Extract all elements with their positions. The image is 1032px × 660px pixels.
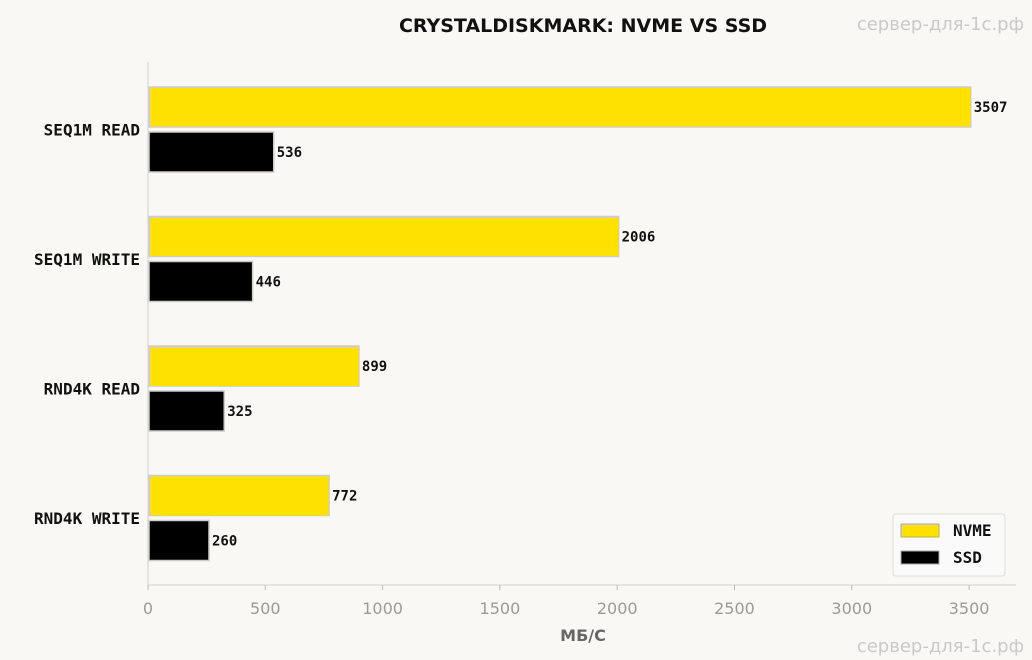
x-tick-label-1000: 1000 [362,599,403,618]
chart-title: CRYSTALDISKMARK: NVME VS SSD [399,15,767,37]
x-tick-label-3500: 3500 [949,599,990,618]
bar-nvme-seq1m-write [148,215,620,258]
value-label-nvme-seq1m-write: 2006 [622,230,656,246]
x-tick-label-0: 0 [143,599,153,618]
bar-nvme-rnd4k-write [148,474,330,517]
legend-label-nvme: NVME [953,521,992,540]
bar-ssd-seq1m-write [148,260,254,303]
x-tick-label-500: 500 [250,599,281,618]
category-label-seq1m-write: SEQ1M WRITE [34,250,140,269]
value-label-nvme-rnd4k-write: 772 [332,489,357,505]
watermark-bottom: сервер-для-1с.рф [857,636,1024,657]
x-tick-label-2000: 2000 [597,599,638,618]
x-axis-label: МБ/С [560,626,606,645]
category-labels-group: SEQ1M READ SEQ1M WRITE RND4K READ RND4K WRI… [34,121,140,529]
bar-nvme-seq1m-read [148,86,972,128]
bar-ssd-seq1m-read [148,131,275,173]
value-label-nvme-seq1m-read: 3507 [974,100,1008,116]
x-tick-label-2500: 2500 [714,599,755,618]
value-labels-group: 3507 536 2006 446 899 325 772 260 [212,100,1007,550]
watermark-top: сервер-для-1с.рф [857,14,1024,35]
value-label-ssd-seq1m-read: 536 [277,145,302,161]
bar-ssd-rnd4k-read [148,390,225,432]
legend-swatch-nvme [900,523,940,538]
bar-ssd-rnd4k-write [148,519,210,562]
legend-swatch-ssd [900,550,940,565]
legend: NVME SSD [892,513,1006,577]
legend-label-ssd: SSD [953,548,982,567]
category-label-rnd4k-read: RND4K READ [44,380,140,399]
value-label-ssd-rnd4k-read: 325 [227,404,252,420]
category-label-seq1m-read: SEQ1M READ [44,121,140,140]
value-label-ssd-rnd4k-write: 260 [212,534,237,550]
x-tick-label-1500: 1500 [480,599,521,618]
value-label-ssd-seq1m-write: 446 [256,275,281,291]
x-tick-label-3000: 3000 [831,599,872,618]
x-ticks-group: 0 500 1000 1500 2000 2500 3000 3500 [143,585,990,618]
category-label-rnd4k-write: RND4K WRITE [34,509,140,528]
value-label-nvme-rnd4k-read: 899 [362,359,387,375]
bars-group [148,86,972,562]
bar-nvme-rnd4k-read [148,345,360,387]
